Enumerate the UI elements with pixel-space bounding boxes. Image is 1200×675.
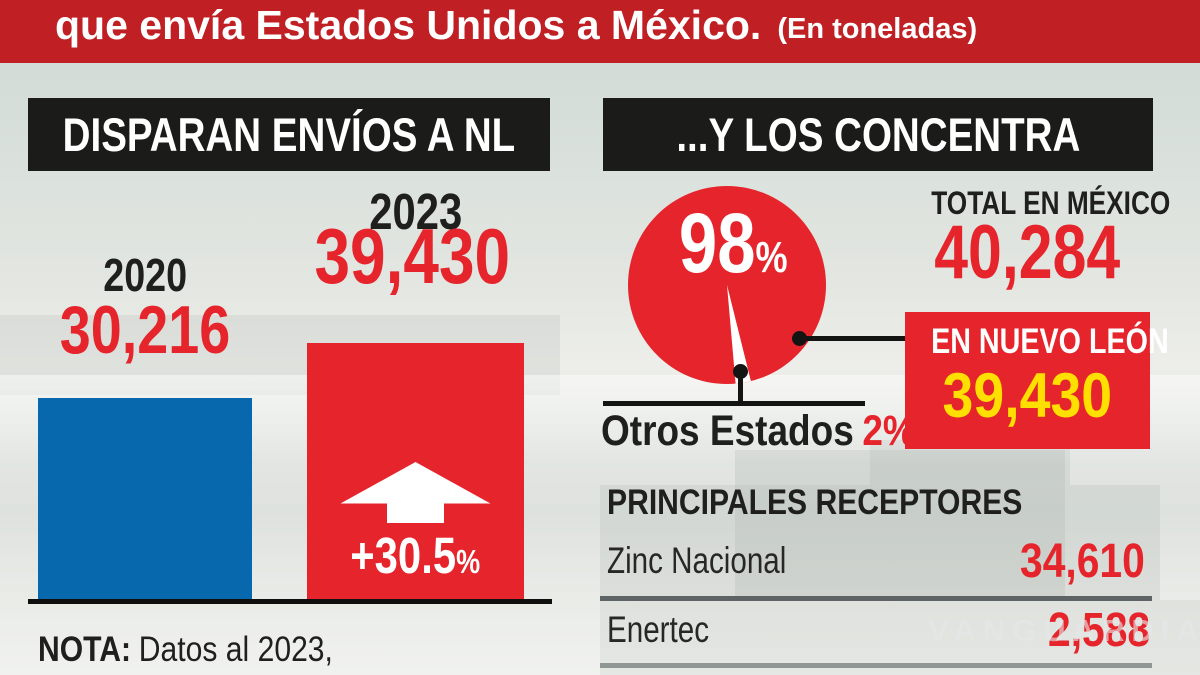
bar-label-2020: 2020 — [103, 249, 187, 301]
callout-line-nuevo-leon — [799, 336, 905, 341]
bar-chart-baseline — [28, 599, 552, 604]
receptor-row-value: 2,588 — [1047, 604, 1150, 657]
footnote-text: Datos al 2023, — [138, 630, 333, 669]
callout-line-otros-horizontal — [603, 401, 865, 406]
arrow-up-icon — [340, 462, 491, 523]
bar-2020 — [38, 398, 252, 600]
left-panel-title: DISPARAN ENVÍOS A NL — [62, 108, 516, 161]
bar-label-2023: 2023 — [368, 183, 463, 240]
callout-dot-nuevo-leon — [792, 331, 807, 346]
left-panel-title-bar: DISPARAN ENVÍOS A NL — [28, 98, 550, 171]
right-panel-title-bar: ...Y LOS CONCENTRA — [603, 98, 1153, 171]
nuevo-leon-label: EN NUEVO LEÓN — [931, 322, 1169, 361]
total-mexico-label: TOTAL EN MÉXICO — [931, 185, 1171, 221]
receptor-row-name: Zinc Nacional — [607, 540, 787, 581]
bar-value-2023: 39,430 — [314, 212, 510, 300]
callout-line-otros-vertical — [738, 372, 743, 403]
watermark-text: VANGUARDIA — [928, 613, 1200, 648]
callout-dot-otros — [733, 364, 748, 379]
receptors-title: PRINCIPALES RECEPTORES — [607, 483, 1023, 522]
footnote-label: NOTA: — [38, 630, 132, 669]
table-divider — [600, 663, 1152, 668]
header-band: que envía Estados Unidos a México. (En t… — [0, 0, 1200, 63]
receptor-row-name: Enertec — [607, 609, 710, 650]
footnote: NOTA: Datos al 2023, — [38, 630, 381, 670]
pie-main-percentage: 98% — [678, 196, 788, 290]
header-title: que envía Estados Unidos a México. — [55, 2, 762, 48]
bar-2023: +30.5% — [307, 343, 524, 600]
nuevo-leon-box: EN NUEVO LEÓN 39,430 — [905, 312, 1169, 449]
table-divider — [600, 596, 1152, 601]
right-panel-title: ...Y LOS CONCENTRA — [675, 108, 1081, 161]
pie-slice-2 — [727, 285, 751, 384]
pie-chart — [628, 186, 826, 384]
change-percentage: +30.5% — [350, 527, 481, 584]
total-mexico-value: 40,284 — [934, 210, 1121, 295]
watermark: VANGUARDIAMX — [928, 613, 1200, 649]
header-unit-note: (En toneladas) — [777, 13, 978, 45]
bar-value-2020: 30,216 — [59, 292, 231, 368]
nuevo-leon-value: 39,430 — [942, 361, 1113, 431]
receptor-row-value: 34,610 — [1020, 535, 1145, 588]
